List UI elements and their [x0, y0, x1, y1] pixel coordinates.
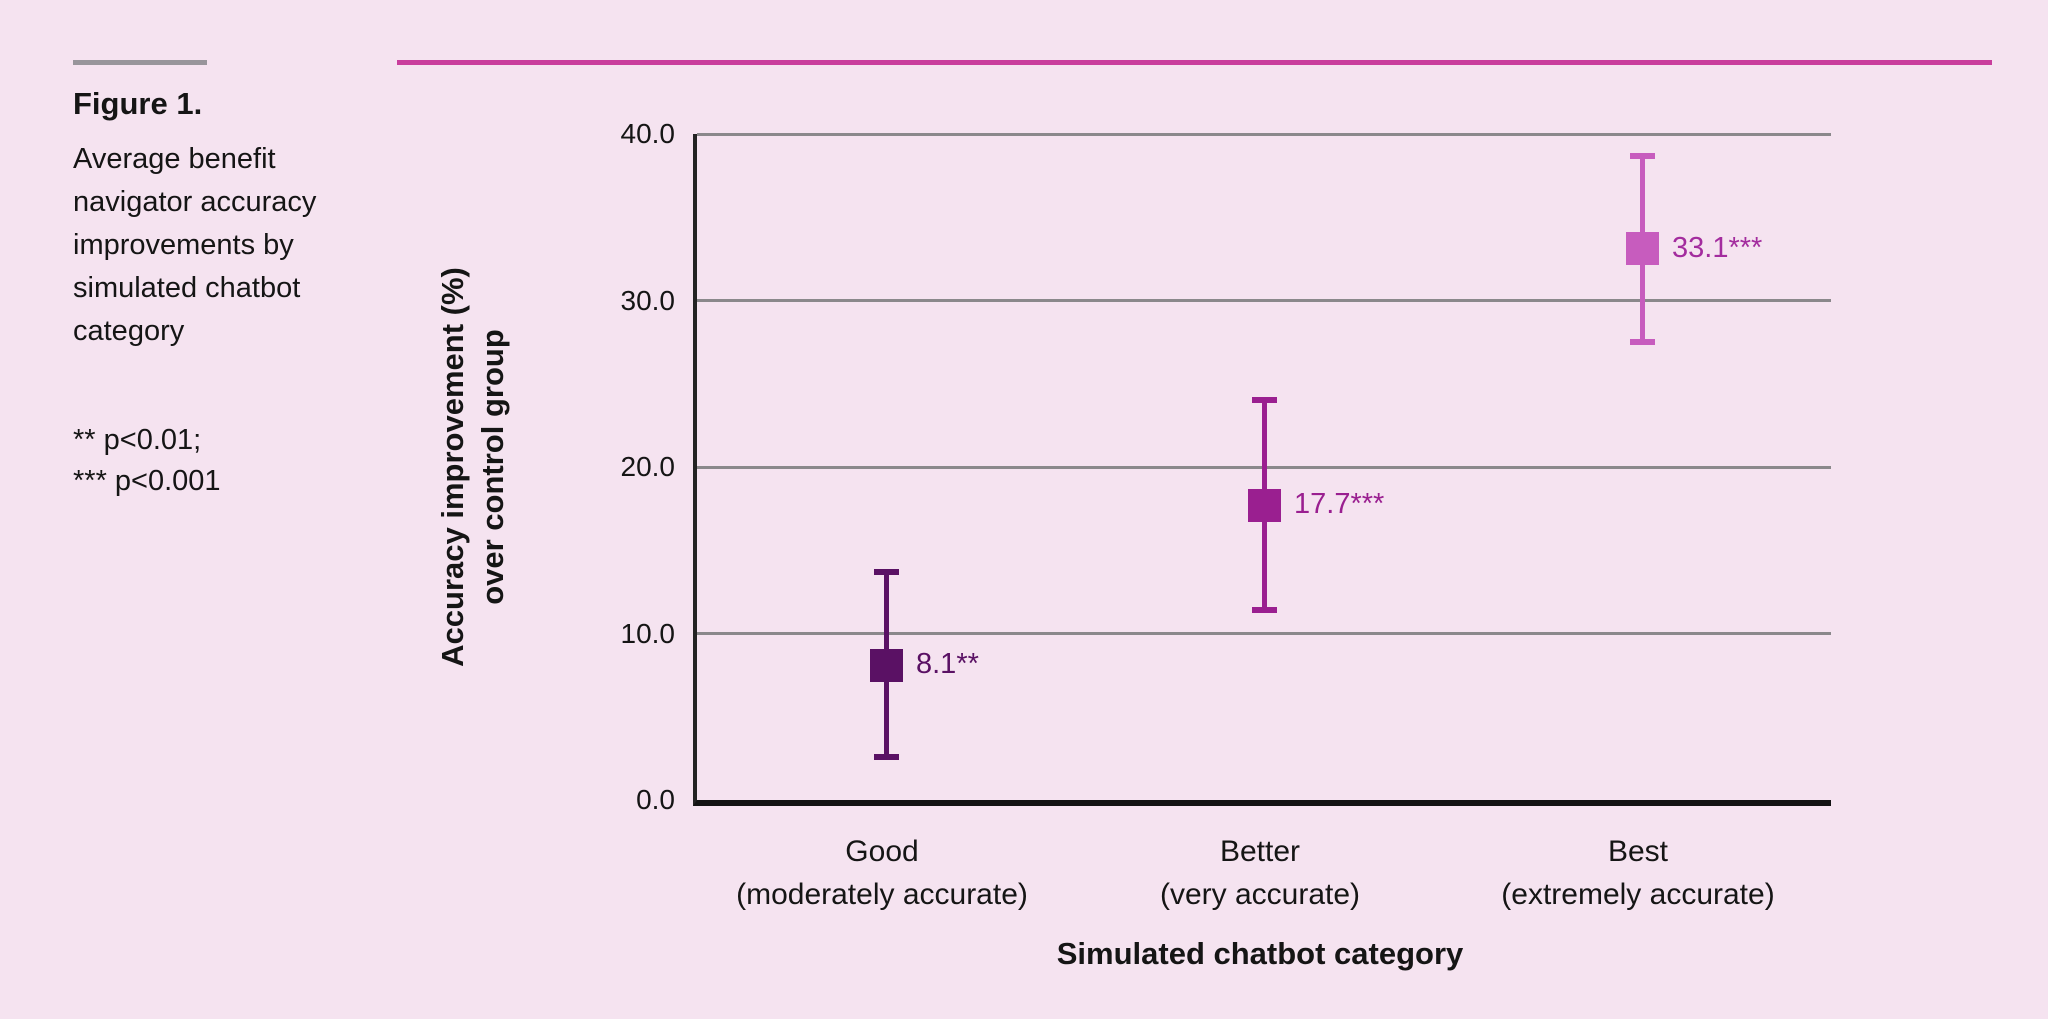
y-tick-label-40: 40.0: [620, 118, 676, 149]
figure-label-rule: [73, 60, 207, 65]
x-axis-title: Simulated chatbot category: [1056, 936, 1464, 971]
x-category-label: Best (extremely accurate): [1449, 830, 1827, 916]
marker-square: [1247, 488, 1281, 522]
significance-note-2: *** p<0.001: [73, 465, 221, 497]
x-category-label: Good (moderately accurate): [693, 830, 1071, 916]
y-tick-label-0: 0.0: [636, 784, 675, 815]
figure-caption: Average benefit navigator accuracy impro…: [73, 143, 317, 347]
error-cap-top: [1629, 152, 1655, 159]
x-category-label: Better (very accurate): [1071, 830, 1449, 916]
error-cap-bottom: [1251, 607, 1277, 614]
x-category-line-2: (extremely accurate): [1501, 878, 1775, 911]
error-cap-top: [873, 568, 899, 575]
value-label: 8.1**: [916, 647, 979, 680]
value-label: 33.1***: [1672, 231, 1763, 264]
y-axis-title-line-1: Accuracy improvement (%): [435, 267, 470, 667]
header-accent-line: [397, 60, 1992, 65]
error-cap-top: [1251, 397, 1277, 404]
x-axis-category-labels: Good (moderately accurate) Better (very acc…: [693, 830, 1827, 916]
y-tick-label-20: 20.0: [620, 451, 676, 482]
y-axis-tick-labels: 0.0 10.0 20.0 30.0 40.0: [480, 118, 676, 815]
x-category-line-1: Good: [845, 835, 919, 868]
x-category-line-1: Better: [1219, 835, 1301, 868]
significance-notes: ** p<0.01; *** p<0.001: [73, 420, 221, 502]
x-category-line-2: (moderately accurate): [736, 878, 1028, 911]
marker-square: [1625, 232, 1659, 266]
x-category-line-2: (very accurate): [1159, 878, 1361, 911]
y-tick-label-30: 30.0: [620, 284, 676, 316]
error-cap-bottom: [1629, 339, 1655, 346]
marker-square: [869, 648, 903, 682]
gridline-40: [697, 132, 1831, 136]
figure-label: Figure 1.: [73, 86, 203, 121]
error-cap-bottom: [873, 753, 899, 760]
gridline-30: [697, 299, 1831, 302]
significance-note-1: ** p<0.01;: [73, 424, 202, 456]
x-category-line-1: Best: [1607, 835, 1669, 868]
value-label: 17.7***: [1294, 488, 1385, 521]
plot-area: 8.1** 17.7*** 33.1***: [693, 132, 1831, 806]
y-tick-label-10: 10.0: [620, 617, 676, 649]
gridline-10: [697, 632, 1831, 635]
